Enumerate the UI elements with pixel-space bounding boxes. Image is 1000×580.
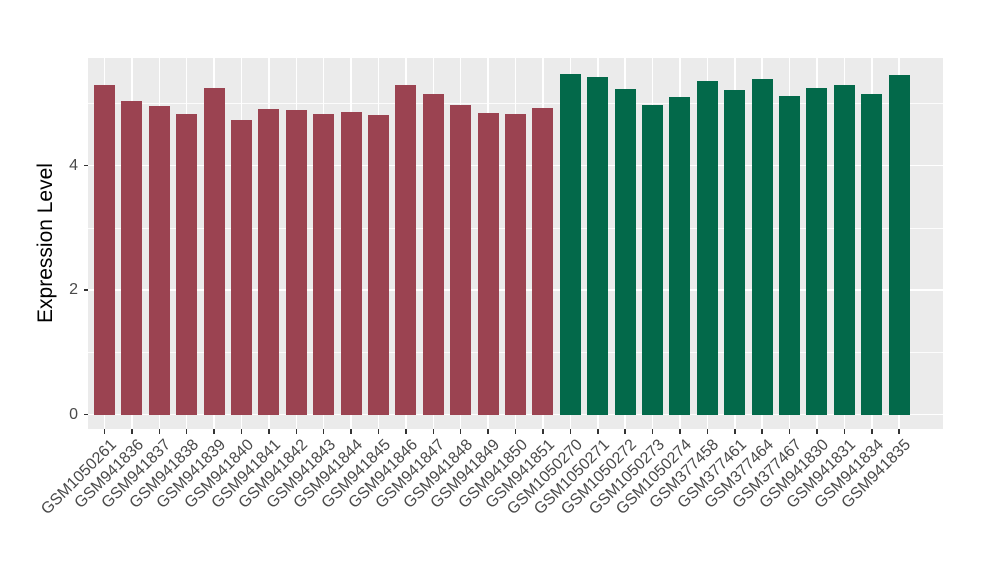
bar-GSM941850 [505, 114, 526, 415]
bar-GSM1050272 [614, 88, 636, 415]
bar-GSM941839 [203, 87, 225, 415]
x-tick-mark-GSM1050272 [624, 429, 626, 434]
x-tick-mark-GSM941839 [213, 429, 215, 434]
x-tick-mark-GSM941843 [322, 429, 325, 434]
x-tick-mark-GSM1050273 [651, 429, 654, 434]
bar-GSM941830 [806, 87, 828, 415]
bar-GSM941846 [395, 84, 417, 415]
y-tick-label-0: 0 [69, 405, 78, 423]
bar-GSM1050271 [587, 77, 609, 415]
bar-GSM1050274 [669, 97, 691, 415]
x-tick-mark-GSM377467 [788, 429, 791, 434]
bar-GSM941844 [340, 111, 362, 415]
bar-GSM941849 [477, 112, 499, 415]
x-tick-mark-GSM941845 [377, 429, 380, 434]
x-tick-mark-GSM377461 [734, 429, 736, 434]
bar-GSM941851 [532, 107, 554, 415]
y-tick-mark-4 [84, 164, 88, 167]
x-tick-mark-GSM377458 [706, 429, 709, 434]
x-tick-mark-GSM1050271 [597, 429, 599, 434]
bar-GSM377464 [751, 79, 773, 415]
bar-GSM377467 [779, 96, 800, 415]
y-tick-label-2: 2 [69, 281, 78, 299]
y-tick-mark-2 [84, 289, 88, 291]
bar-GSM1050273 [642, 104, 663, 415]
bar-GSM377458 [696, 81, 718, 415]
x-tick-mark-GSM1050270 [569, 429, 572, 434]
x-tick-mark-GSM941847 [432, 429, 434, 434]
x-tick-mark-GSM941850 [514, 429, 517, 434]
bar-GSM941847 [422, 93, 444, 415]
bar-GSM377461 [724, 89, 746, 415]
bar-GSM1050270 [559, 74, 581, 415]
x-tick-mark-GSM941841 [268, 429, 270, 434]
x-tick-mark-GSM941838 [185, 429, 188, 434]
x-tick-mark-GSM1050261 [103, 429, 106, 434]
bar-GSM941834 [861, 93, 883, 415]
y-axis-title: Expression Level [34, 163, 57, 323]
bar-GSM941842 [285, 110, 307, 415]
x-tick-mark-GSM941844 [350, 429, 352, 434]
x-tick-mark-GSM941840 [240, 429, 243, 434]
x-tick-mark-GSM941835 [898, 429, 900, 434]
bar-GSM1050261 [93, 84, 115, 415]
x-tick-mark-GSM941830 [816, 429, 818, 434]
x-tick-mark-GSM941834 [871, 429, 873, 434]
x-tick-mark-GSM941837 [158, 429, 160, 434]
y-tick-mark-0 [84, 413, 88, 416]
plot-panel [88, 58, 943, 429]
x-tick-mark-GSM1050274 [679, 429, 681, 434]
bar-GSM941836 [121, 101, 143, 415]
bar-GSM941831 [833, 85, 855, 415]
bar-GSM941835 [888, 75, 910, 415]
x-tick-mark-GSM941851 [542, 429, 544, 434]
x-tick-mark-GSM941849 [487, 429, 489, 434]
bar-GSM941840 [231, 120, 252, 415]
x-tick-mark-GSM377464 [761, 429, 763, 434]
x-tick-mark-GSM941831 [843, 429, 846, 434]
bar-GSM941837 [148, 105, 170, 415]
bar-GSM941838 [176, 114, 198, 415]
bar-GSM941843 [313, 114, 335, 415]
y-tick-label-4: 4 [69, 156, 78, 174]
bar-GSM941841 [258, 109, 280, 415]
x-tick-mark-GSM941848 [459, 429, 462, 434]
x-tick-mark-GSM941842 [295, 429, 297, 434]
bar-GSM941848 [450, 105, 472, 415]
x-tick-mark-GSM941836 [131, 429, 133, 434]
bar-GSM941845 [368, 114, 389, 415]
x-tick-mark-GSM941846 [405, 429, 407, 434]
